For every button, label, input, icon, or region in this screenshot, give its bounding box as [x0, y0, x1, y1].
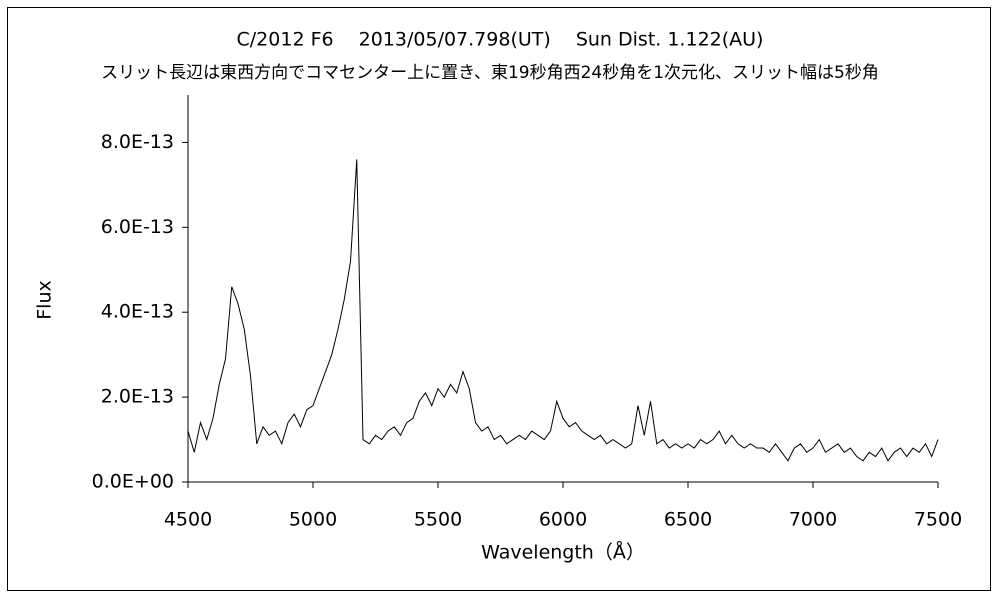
y-tick-label: 2.0E-13 — [101, 386, 174, 408]
y-tick-label: 4.0E-13 — [101, 301, 174, 323]
y-tick-label: 0.0E+00 — [92, 471, 174, 493]
y-tick-label: 6.0E-13 — [101, 216, 174, 238]
x-tick-label: 7000 — [789, 509, 837, 531]
x-tick-label: 7500 — [914, 509, 962, 531]
x-tick-label: 4500 — [164, 509, 212, 531]
spectrum-line — [187, 159, 939, 462]
y-tick-label: 8.0E-13 — [101, 131, 174, 153]
x-tick-label: 6000 — [539, 509, 587, 531]
x-tick-label: 5000 — [289, 509, 337, 531]
chart-title: C/2012 F6 2013/05/07.798(UT) Sun Dist. 1… — [237, 29, 764, 51]
x-tick-label: 5500 — [414, 509, 462, 531]
chart-border — [7, 7, 991, 591]
chart-subtitle: スリット長辺は東西方向でコマセンター上に置き、東19秒角西24秒角を1次元化、ス… — [101, 63, 879, 83]
x-axis-label: Wavelength（Å） — [481, 541, 645, 564]
x-tick-label: 6500 — [664, 509, 712, 531]
y-axis-label: Flux — [34, 280, 56, 320]
